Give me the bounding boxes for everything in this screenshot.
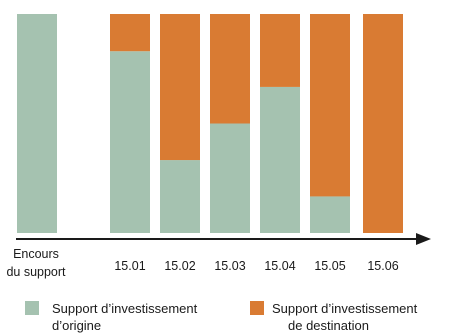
bar-segment-destination-4 (210, 14, 250, 124)
bar-segment-origine-2 (110, 51, 150, 234)
bar-segment-destination-6 (310, 14, 350, 197)
x-tick-label-7: 15.06 (367, 259, 398, 273)
x-axis-arrowhead (416, 233, 431, 245)
bar-segment-destination-3 (160, 14, 200, 161)
bar-segment-origine-4 (210, 123, 250, 233)
legend-swatch-origine (25, 301, 39, 315)
x-tick-label-6: 15.05 (314, 259, 345, 273)
bar-segment-origine-1 (17, 14, 57, 233)
bar-segment-destination-5 (260, 14, 300, 87)
legend-label-origine-line-2: d’origine (52, 318, 101, 333)
legend-label-destination-line-2: de destination (288, 318, 369, 333)
x-tick-label-5: 15.04 (264, 259, 295, 273)
x-tick-label-2: 15.01 (114, 259, 145, 273)
x-tick-label-4: 15.03 (214, 259, 245, 273)
bar-segment-destination-7 (363, 14, 403, 233)
x-tick-label-3: 15.02 (164, 259, 195, 273)
bar-segment-origine-3 (160, 160, 200, 233)
legend: Support d’investissement d’origine Support… (25, 301, 418, 333)
x-tick-labels: Encours du support 15.01 15.02 15.03 15.04 15.… (6, 247, 398, 279)
legend-label-destination-line-1: Support d’investissement (272, 301, 418, 316)
x-tick-label-1-line-1: Encours (13, 247, 59, 261)
legend-swatch-destination (250, 301, 264, 315)
bar-segment-origine-5 (260, 86, 300, 233)
bar-segment-destination-2 (110, 14, 150, 52)
bars-layer (17, 14, 403, 234)
bar-segment-origine-6 (310, 196, 350, 233)
x-tick-label-1-line-2: du support (6, 265, 66, 279)
legend-label-origine-line-1: Support d’investissement (52, 301, 198, 316)
x-axis (16, 233, 431, 245)
